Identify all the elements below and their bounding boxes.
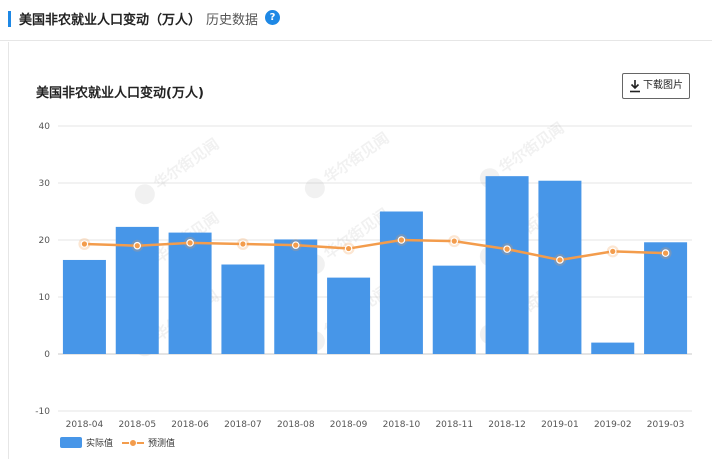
chart-title: 美国非农就业人口变动(万人): [36, 86, 204, 101]
help-icon[interactable]: ?: [265, 10, 280, 25]
watermark-logo: [134, 184, 155, 205]
header-accent-bar: [8, 11, 11, 27]
legend-label-actual: 实际值: [86, 439, 114, 449]
x-tick-label: 2019-03: [647, 420, 685, 430]
y-tick-label: 30: [39, 179, 51, 189]
forecast-point[interactable]: [503, 245, 511, 253]
x-tick-label: 2018-05: [118, 420, 156, 430]
bar[interactable]: [591, 342, 635, 354]
y-tick-label: 0: [44, 350, 50, 360]
bar[interactable]: [327, 277, 371, 354]
watermark: 华尔街见闻: [134, 135, 223, 205]
bar[interactable]: [432, 265, 476, 354]
bar[interactable]: [168, 232, 212, 354]
bar[interactable]: [221, 264, 265, 354]
download-label: 下载图片: [643, 80, 683, 91]
bar[interactable]: [644, 242, 688, 354]
forecast-point[interactable]: [608, 247, 617, 256]
forecast-point[interactable]: [186, 239, 194, 247]
legend-swatch-bar: [60, 437, 82, 448]
forecast-point[interactable]: [450, 237, 459, 245]
bar[interactable]: [379, 211, 423, 355]
forecast-line: [84, 238, 666, 262]
forecast-point[interactable]: [80, 240, 89, 248]
download-image-button[interactable]: 下载图片: [622, 73, 690, 99]
legend-item-actual[interactable]: 实际值: [60, 436, 113, 449]
forecast-point[interactable]: [239, 240, 247, 248]
download-icon: [630, 80, 640, 93]
x-tick-label: 2018-08: [277, 420, 315, 430]
x-tick-label: 2018-06: [171, 420, 209, 430]
legend-item-forecast[interactable]: 预测值: [122, 436, 175, 449]
legend-label-forecast: 预测值: [148, 439, 176, 449]
x-tick-label: 2018-09: [330, 420, 368, 430]
header-bar: 美国非农就业人口变动（万人） 历史数据 ?: [0, 0, 712, 41]
bar[interactable]: [538, 180, 582, 354]
x-tick-label: 2018-07: [224, 420, 262, 430]
y-tick-label: 10: [39, 293, 51, 303]
x-tick-label: 2018-04: [66, 420, 104, 430]
page-title: 美国非农就业人口变动（万人）: [19, 13, 202, 28]
x-tick-label: 2018-12: [488, 420, 526, 430]
bar[interactable]: [485, 176, 529, 354]
y-tick-label: -10: [35, 407, 50, 417]
legend-swatch-line: [122, 437, 144, 448]
tab-history[interactable]: 历史数据: [206, 13, 259, 28]
bar[interactable]: [62, 259, 106, 354]
bar[interactable]: [274, 239, 318, 354]
forecast-point[interactable]: [291, 241, 300, 249]
x-tick-label: 2018-10: [383, 420, 421, 430]
forecast-point[interactable]: [344, 244, 353, 253]
y-tick-label: 20: [39, 236, 51, 246]
watermark: 华尔街见闻: [304, 129, 393, 199]
watermark-text: 华尔街见闻: [496, 119, 568, 177]
forecast-point[interactable]: [397, 236, 406, 244]
watermark-text: 华尔街见闻: [321, 129, 393, 187]
forecast-point[interactable]: [661, 249, 670, 257]
x-tick-label: 2019-02: [594, 420, 632, 430]
forecast-point[interactable]: [133, 241, 142, 250]
watermark-text: 华尔街见闻: [151, 135, 223, 193]
forecast-point[interactable]: [556, 256, 564, 264]
watermark-logo: [304, 178, 325, 199]
y-tick-label: 40: [39, 122, 51, 132]
x-tick-label: 2018-11: [435, 420, 473, 430]
x-tick-label: 2019-01: [541, 420, 579, 430]
